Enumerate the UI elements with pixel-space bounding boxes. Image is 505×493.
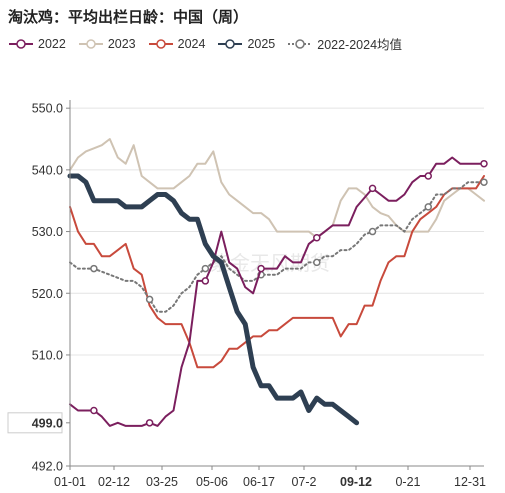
y-highlight-label: 499.0 (32, 416, 63, 430)
series-line-2023 (69, 138, 485, 239)
axes: 550.0 540.0 530.0 520.0 510.0 499.0 492.001-01… (7, 100, 486, 492)
legend-label: 2022 (38, 36, 66, 51)
x-tick-label: 05-06 (196, 475, 228, 489)
series-point-2022 (424, 172, 433, 180)
series-point-2022 (480, 159, 488, 168)
series-line-2025 (67, 173, 360, 426)
y-tick-label: 550.0 (32, 102, 63, 116)
legend-label: 2025 (247, 36, 276, 51)
series-point-2022 (145, 419, 154, 427)
legend-swatch (288, 38, 313, 49)
legend-label: 2022-2024均值 (317, 38, 403, 52)
series-line-2022-2024均值 (69, 181, 485, 313)
legend-item-2025[interactable]: 2025 (217, 37, 275, 51)
x-highlight-box (330, 470, 382, 492)
x-tick-label: 06-17 (243, 475, 275, 489)
chart-title: 淘汰鸡：平均出栏日龄：中国（周） (8, 8, 249, 26)
series-line-2024 (69, 175, 485, 369)
y-tick-label: 510.0 (32, 348, 63, 362)
y-tick-label: 540.0 (32, 163, 63, 177)
legend-swatch (78, 38, 103, 49)
series-point-2022-2024均值 (368, 227, 377, 236)
series-point-2022 (368, 184, 377, 193)
legend-swatch (218, 38, 243, 49)
x-highlight-label: 09-12 (340, 475, 372, 489)
series-layer (67, 138, 488, 427)
x-tick-label: 07-2 (291, 475, 316, 489)
y-highlight-box (7, 412, 63, 434)
y-tick-label: 530.0 (32, 225, 63, 239)
legend-swatch (9, 38, 33, 49)
series-point-2022-2024均值 (201, 264, 210, 273)
legend-item-2023[interactable]: 2023 (78, 37, 136, 51)
series-point-2022-2024均值 (145, 295, 154, 304)
legend-label: 2023 (107, 36, 136, 51)
x-tick-label: 01-01 (54, 475, 86, 489)
legend-item-2022-2024均值[interactable]: 2022-2024均值 (287, 34, 402, 53)
y-tick-label: 520.0 (32, 287, 63, 301)
legend-item-2024[interactable]: 2024 (148, 36, 206, 51)
legend: 2022 2023 2024 2025 2022-2024均值 (8, 34, 414, 53)
x-tick-label: 0-21 (395, 475, 420, 489)
series-point-2022-2024均值 (424, 203, 433, 211)
series-point-2022 (313, 233, 321, 242)
legend-item-2022[interactable]: 2022 (8, 37, 66, 51)
series-point-2022-2024均值 (90, 264, 98, 273)
x-tick-label: 02-12 (98, 475, 130, 489)
legend-label: 2024 (177, 36, 206, 51)
x-tick-label: 03-25 (146, 475, 178, 489)
grid (70, 107, 484, 467)
series-line-2022 (69, 156, 485, 427)
series-point-2022 (201, 277, 210, 285)
series-point-2022 (90, 406, 98, 415)
y-tick-label: 492.0 (32, 460, 63, 474)
series-point-2022-2024均值 (480, 178, 488, 186)
series-point-2022-2024均值 (313, 258, 321, 267)
x-tick-label: 12-31 (454, 475, 486, 489)
legend-swatch (148, 38, 173, 49)
series-point-2022 (257, 264, 265, 273)
